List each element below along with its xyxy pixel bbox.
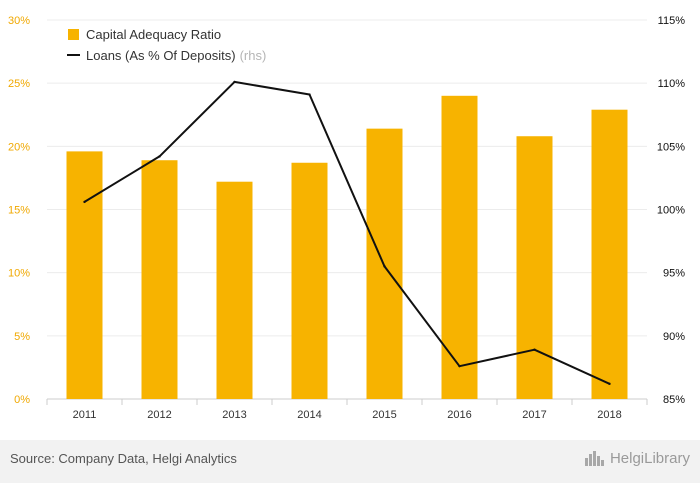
- line-point: [308, 93, 311, 96]
- x-tick-label: 2012: [147, 409, 171, 421]
- line-point: [83, 200, 86, 204]
- x-tick-label: 2017: [522, 409, 546, 421]
- line-point: [533, 348, 536, 351]
- bar-series: [66, 95, 628, 400]
- x-tick-label: 2018: [597, 409, 621, 421]
- source-note: Source: Company Data, Helgi Analytics: [10, 451, 237, 466]
- bar: [366, 128, 403, 399]
- y-right-tick-label: 90%: [663, 331, 685, 343]
- gridlines: [47, 19, 647, 400]
- line-series: [83, 80, 611, 386]
- x-tick-label: 2014: [297, 409, 321, 421]
- y-right-tick-label: 105%: [657, 141, 685, 153]
- y-right-tick-label: 95%: [663, 268, 685, 280]
- city-skyline-icon: [584, 451, 604, 466]
- line-point: [233, 80, 236, 84]
- bar: [141, 160, 178, 399]
- y-left-tick-label: 25%: [8, 78, 30, 90]
- bar: [291, 162, 328, 399]
- x-tick-label: 2016: [447, 409, 471, 421]
- y-right-tick-label: 100%: [657, 205, 685, 217]
- y-left-tick-label: 15%: [8, 205, 30, 217]
- y-left-tick-label: 0%: [14, 394, 30, 406]
- line-path: [83, 80, 610, 385]
- x-axis: 2011 2012 2013 2014 2015 2016 2017 2018: [46, 399, 648, 421]
- legend-line-suffix: (rhs): [240, 48, 267, 63]
- bar: [591, 109, 628, 400]
- x-tick-label: 2011: [73, 409, 97, 421]
- y-left-tick-label: 5%: [14, 331, 30, 343]
- legend-line-name: Loans (As % Of Deposits): [86, 48, 236, 63]
- line-point: [608, 382, 611, 386]
- y-axis-left: 0% 5% 10% 15% 20% 25% 30%: [8, 15, 30, 406]
- line-point: [383, 265, 386, 268]
- chart-svg: 2011 2012 2013 2014 2015 2016 2017 2018 0% 5% 10%…: [8, 15, 685, 421]
- x-tick-label: 2015: [372, 409, 396, 421]
- y-right-tick-label: 110%: [658, 78, 686, 90]
- bar: [66, 151, 103, 399]
- y-left-tick-label: 30%: [8, 15, 30, 27]
- x-tick-label: 2013: [222, 409, 246, 421]
- line-point: [158, 155, 161, 158]
- y-right-tick-label: 85%: [663, 394, 685, 406]
- y-left-tick-label: 10%: [8, 268, 30, 280]
- legend-swatch-bar: [68, 29, 79, 40]
- bar: [441, 95, 478, 400]
- brand: HelgiLibrary: [584, 449, 690, 467]
- brand-name: HelgiLibrary: [609, 449, 690, 467]
- footer-band: [0, 440, 700, 483]
- y-left-tick-label: 20%: [8, 141, 30, 153]
- y-axis-right: 85% 90% 95% 100% 105% 110% 115%: [657, 15, 685, 406]
- y-right-tick-label: 115%: [658, 15, 686, 27]
- legend: Capital Adequacy Ratio Loans (As % Of De…: [67, 27, 266, 63]
- legend-label-line: Loans (As % Of Deposits) (rhs): [86, 48, 266, 63]
- bar: [216, 181, 253, 399]
- line-point: [458, 364, 461, 368]
- legend-label-bar: Capital Adequacy Ratio: [86, 27, 221, 42]
- bar: [516, 136, 553, 399]
